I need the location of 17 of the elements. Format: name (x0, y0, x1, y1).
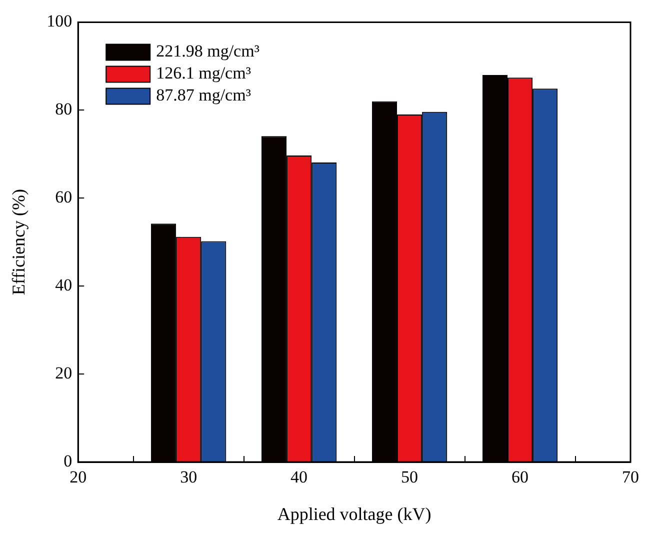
y-tick-label: 40 (55, 276, 72, 295)
y-tick-label: 20 (55, 364, 72, 383)
y-tick-label: 80 (55, 100, 72, 119)
legend-label: 126.1 mg/cm³ (156, 64, 251, 83)
x-tick-label: 40 (290, 468, 308, 487)
y-axis-title: Efficiency (%) (8, 189, 29, 296)
x-tick-label: 50 (401, 468, 418, 487)
y-tick-label: 100 (46, 12, 72, 31)
x-tick-label: 60 (512, 468, 529, 487)
x-axis-title: Applied voltage (kV) (277, 504, 432, 524)
y-tick-label: 0 (64, 451, 72, 470)
legend-label: 87.87 mg/cm³ (156, 86, 251, 105)
y-tick-label: 60 (55, 188, 72, 207)
legend-label: 221.98 mg/cm³ (156, 42, 260, 61)
x-tick-label: 30 (180, 468, 198, 487)
x-tick-label: 20 (70, 468, 87, 487)
x-tick-label: 70 (622, 468, 639, 487)
